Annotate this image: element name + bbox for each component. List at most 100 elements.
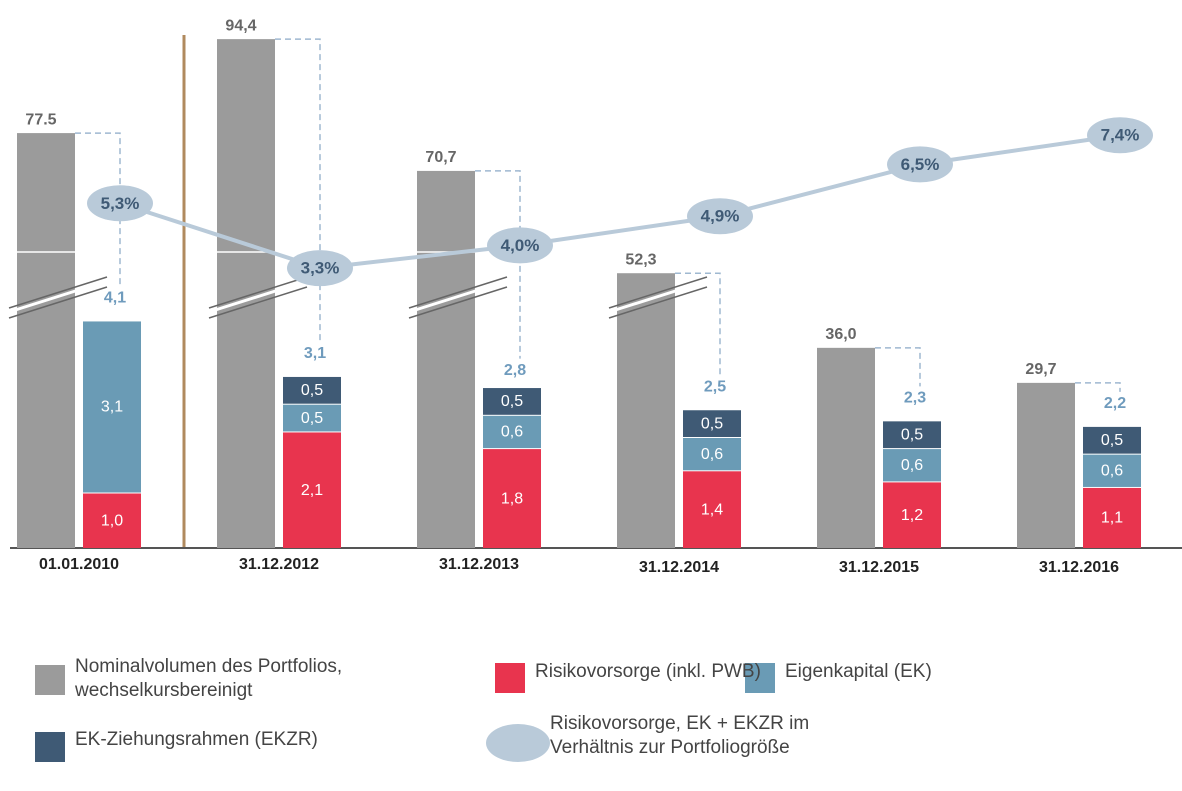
axis-break	[208, 279, 308, 314]
legend-swatch	[745, 663, 775, 693]
total-label: 3,1	[304, 345, 326, 362]
ratio-marker	[687, 198, 753, 235]
ratio-line	[119, 133, 1121, 271]
stack-segment	[283, 376, 341, 404]
legend-swatch	[486, 724, 550, 762]
stack-segment	[683, 438, 741, 471]
axis-break	[408, 286, 508, 319]
stack-segment	[283, 404, 341, 432]
ratio-label: 4,9%	[701, 207, 740, 226]
segment-label: 1,8	[501, 490, 523, 507]
volume-label: 94,4	[225, 17, 256, 34]
stack-segment	[683, 410, 741, 437]
ratio-marker	[887, 146, 953, 183]
stack-segment	[883, 421, 941, 449]
ratio-marker	[87, 185, 153, 222]
segment-label: 0,5	[901, 426, 923, 443]
ratio-marker	[487, 227, 553, 264]
axis-break	[608, 286, 708, 319]
stack-segment	[83, 493, 141, 548]
total-label: 2,3	[904, 390, 926, 407]
x-tick-label: 31.12.2013	[439, 556, 519, 573]
volume-label: 52,3	[625, 251, 656, 268]
segment-label: 1,4	[701, 501, 723, 518]
dashed-connector	[275, 38, 321, 342]
volume-bar	[17, 133, 75, 548]
legend-label: Risikovorsorge, EK + EKZR im Verhältnis …	[550, 713, 810, 758]
x-tick-label: 31.12.2014	[639, 559, 719, 576]
segment-label: 0,5	[301, 382, 323, 399]
volume-label: 70,7	[425, 149, 456, 166]
stack-segment	[283, 432, 341, 548]
ratio-label: 4,0%	[501, 236, 540, 255]
volume-bar	[817, 347, 875, 548]
total-label: 4,1	[104, 290, 126, 307]
stack-segment	[1083, 487, 1141, 548]
volume-bar	[617, 273, 675, 548]
segment-label: 1,0	[101, 512, 123, 529]
dashed-connector	[875, 347, 921, 387]
volume-label: 36,0	[825, 326, 856, 343]
stack-segment	[1083, 426, 1141, 454]
segment-label: 1,1	[1101, 510, 1123, 527]
segment-label: 0,6	[901, 457, 923, 474]
stack-segment	[683, 471, 741, 548]
legend-swatch	[35, 732, 65, 762]
segment-label: 3,1	[101, 399, 123, 416]
axis-break	[208, 286, 308, 319]
axis-break	[608, 276, 708, 309]
volume-bar	[417, 170, 475, 548]
stack-segment	[883, 449, 941, 482]
axis-break	[8, 276, 108, 309]
volume-label: 29,7	[1025, 361, 1056, 378]
segment-label: 0,6	[1101, 463, 1123, 480]
legend-label: Eigenkapital (EK)	[785, 661, 932, 682]
segment-label: 0,5	[1101, 432, 1123, 449]
legend-swatch	[495, 663, 525, 693]
legend-label: EK-Ziehungsrahmen (EKZR)	[75, 729, 318, 750]
stack-segment	[883, 482, 941, 548]
segment-label: 0,5	[701, 415, 723, 432]
dashed-connector	[75, 132, 121, 287]
stack-segment	[483, 388, 541, 415]
ratio-label: 7,4%	[1101, 126, 1140, 145]
legend-label: Risikovorsorge (inkl. PWB)	[535, 661, 761, 682]
ratio-label: 6,5%	[901, 155, 940, 174]
segment-label: 0,5	[301, 410, 323, 427]
dashed-connector	[475, 170, 521, 359]
axis-break	[208, 276, 308, 309]
x-tick-label: 01.01.2010	[39, 556, 119, 573]
stack-segment	[483, 449, 541, 548]
segment-label: 0,5	[501, 393, 523, 410]
ratio-label: 3,3%	[301, 259, 340, 278]
segment-label: 1,2	[901, 507, 923, 524]
stack-segment	[483, 415, 541, 449]
x-tick-label: 31.12.2016	[1039, 559, 1119, 576]
ratio-label: 5,3%	[101, 194, 140, 213]
dashed-connector	[675, 272, 721, 376]
total-label: 2,2	[1104, 395, 1126, 412]
segment-label: 2,1	[301, 482, 323, 499]
axis-break	[408, 279, 508, 314]
ratio-marker	[287, 250, 353, 287]
dashed-connector	[1075, 382, 1121, 392]
volume-label: 77.5	[25, 111, 56, 128]
ratio-marker	[1087, 117, 1153, 154]
x-tick-label: 31.12.2015	[839, 559, 919, 576]
volume-bar	[1017, 382, 1075, 548]
legend-swatch	[35, 665, 65, 695]
stack-segment	[83, 321, 141, 493]
axis-break	[8, 286, 108, 319]
stack-segment	[1083, 454, 1141, 487]
total-label: 2,5	[704, 378, 726, 395]
axis-break	[608, 279, 708, 314]
segment-label: 0,6	[701, 446, 723, 463]
axis-break	[8, 279, 108, 314]
legend-label: Nominalvolumen des Portfolios, wechselku…	[75, 656, 343, 701]
total-label: 2,8	[504, 362, 526, 379]
axis-break	[408, 276, 508, 309]
segment-label: 0,6	[501, 424, 523, 441]
x-tick-label: 31.12.2012	[239, 556, 319, 573]
